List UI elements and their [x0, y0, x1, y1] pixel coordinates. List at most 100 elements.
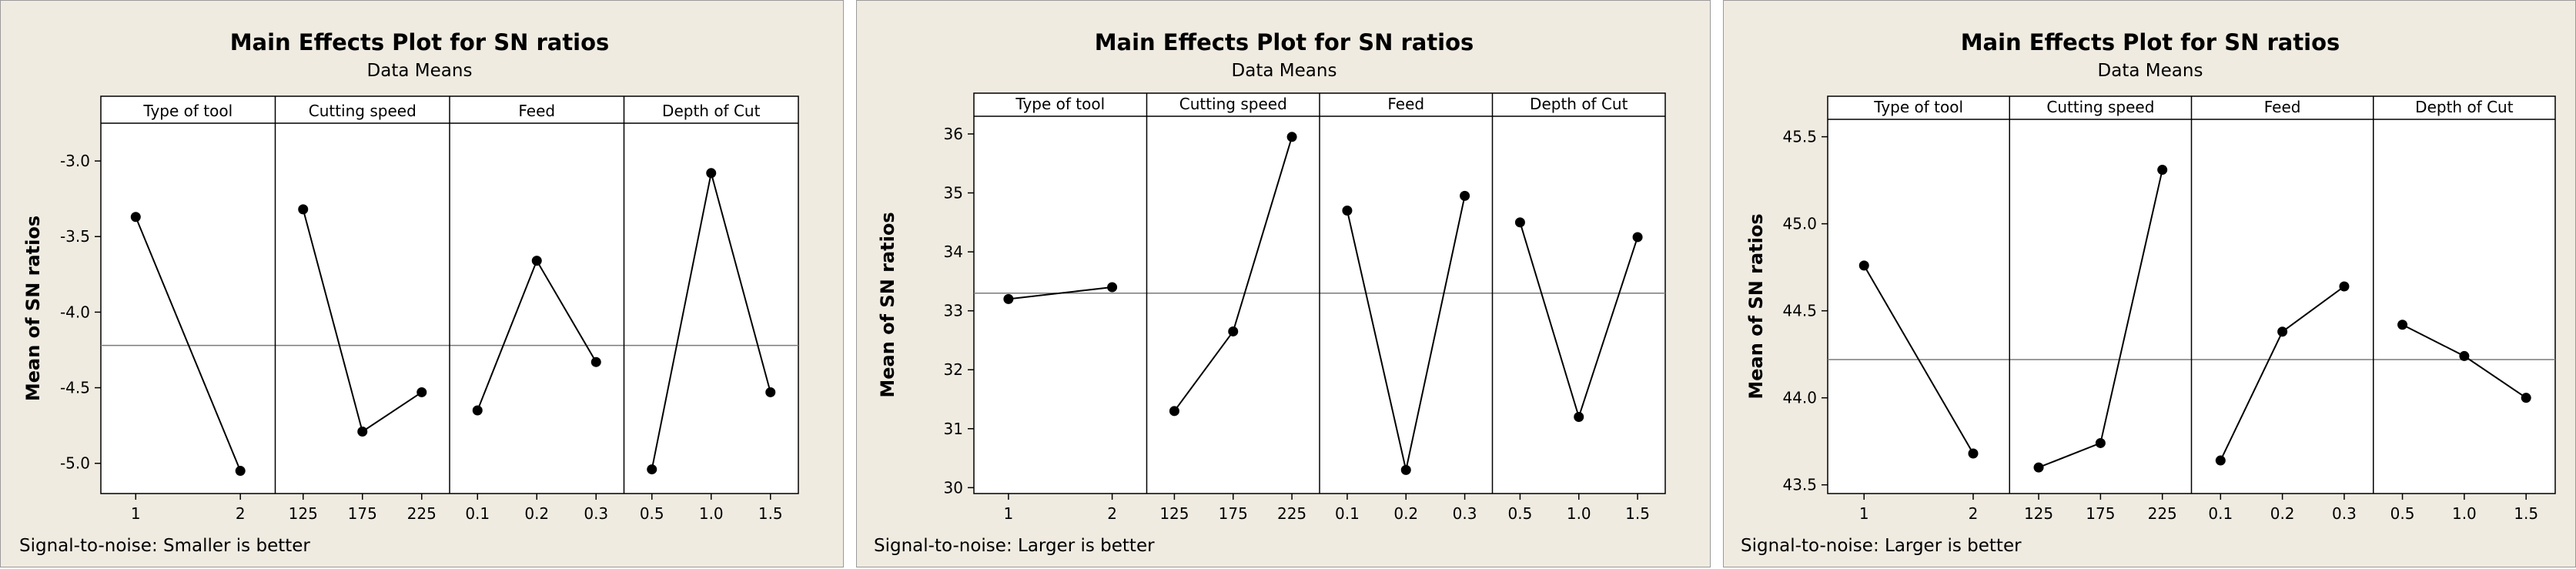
y-tick-label: -5.0: [60, 454, 90, 473]
x-tick-label: 2: [1969, 504, 1979, 523]
y-tick-label: 45.5: [1782, 128, 1817, 146]
x-tick-label: 225: [407, 504, 437, 523]
y-tick-label: 34: [944, 243, 963, 261]
data-point: [417, 387, 427, 397]
y-tick-label: 32: [944, 360, 963, 379]
data-point: [1169, 406, 1179, 417]
data-point: [765, 387, 776, 397]
facet-label: Feed: [1387, 95, 1424, 113]
data-point: [706, 168, 717, 179]
x-tick-label: 0.1: [1335, 504, 1360, 523]
data-point: [2277, 326, 2288, 337]
x-tick-label: 1: [1859, 504, 1869, 523]
x-tick-label: 0.5: [640, 504, 664, 523]
x-tick-label: 1: [131, 504, 141, 523]
x-tick-label: 1.5: [1625, 504, 1650, 523]
x-tick-label: 1.0: [2452, 504, 2477, 523]
data-point: [235, 466, 246, 477]
x-tick-label: 0.5: [2390, 504, 2415, 523]
x-tick-label: 0.2: [2270, 504, 2295, 523]
x-tick-label: 0.2: [1393, 504, 1418, 523]
x-tick-label: 125: [289, 504, 318, 523]
chart-panel-2: Main Effects Plot for SN ratios Data Mean…: [856, 0, 1711, 567]
x-tick-label: 0.3: [2332, 504, 2357, 523]
signal-to-noise-note: Signal-to-noise: Smaller is better: [19, 536, 310, 556]
facet-label: Type of tool: [142, 102, 233, 120]
y-tick-label: -3.0: [60, 152, 90, 170]
data-point: [2521, 393, 2531, 403]
data-point: [2157, 165, 2168, 176]
x-tick-label: 175: [1219, 504, 1248, 523]
y-tick-label: 45.0: [1782, 215, 1817, 233]
x-tick-label: 1.0: [1567, 504, 1591, 523]
x-tick-label: 1: [1004, 504, 1014, 523]
x-tick-label: 225: [2148, 504, 2177, 523]
facet-label: Depth of Cut: [2415, 98, 2514, 116]
effect-line: [1008, 286, 1112, 300]
facet-label: Cutting speed: [309, 102, 417, 120]
facet-label: Cutting speed: [2046, 98, 2154, 116]
y-tick-label: 43.5: [1782, 476, 1817, 494]
facet-label: Cutting speed: [1179, 95, 1287, 113]
chart-panel-3: Main Effects Plot for SN ratios Data Mean…: [1723, 0, 2576, 567]
y-tick-label: -3.5: [60, 227, 90, 246]
x-tick-label: 1.5: [2514, 504, 2538, 523]
chart-subtitle: Data Means: [1232, 61, 1337, 81]
facet-label: Depth of Cut: [1530, 95, 1628, 113]
x-tick-label: 225: [1277, 504, 1306, 523]
y-tick-label: 30: [944, 478, 963, 497]
effect-line: [135, 216, 242, 471]
data-point: [1107, 282, 1118, 293]
data-point: [1228, 326, 1239, 336]
x-tick-label: 0.3: [1453, 504, 1477, 523]
data-point: [647, 464, 657, 475]
chart-title: Main Effects Plot for SN ratios: [1095, 29, 1474, 55]
main-effects-chart-3: Main Effects Plot for SN ratios Data Mean…: [1741, 29, 2556, 556]
data-point: [1514, 217, 1525, 228]
data-point: [1460, 190, 1470, 201]
data-point: [1342, 206, 1353, 216]
facet-label: Type of tool: [1015, 95, 1105, 113]
data-point: [1286, 132, 1297, 142]
data-point: [2397, 320, 2408, 330]
data-point: [472, 405, 483, 416]
y-axis-label: Mean of SN ratios: [877, 212, 898, 397]
y-tick-label: 44.0: [1782, 389, 1817, 407]
main-effects-chart-1: Main Effects Plot for SN ratios Data Mean…: [19, 29, 799, 556]
data-point: [130, 212, 141, 223]
data-point: [1400, 464, 1411, 475]
data-point: [1574, 411, 1584, 422]
facet-label: Type of tool: [1873, 98, 1963, 116]
chart-title: Main Effects Plot for SN ratios: [1961, 29, 2340, 55]
x-tick-label: 0.2: [524, 504, 549, 523]
data-point: [1858, 260, 1869, 271]
data-point: [590, 356, 601, 367]
main-effects-chart-2: Main Effects Plot for SN ratios Data Mean…: [874, 29, 1666, 556]
y-tick-label: 33: [944, 302, 963, 320]
x-tick-label: 1.0: [699, 504, 724, 523]
facet-label: Feed: [2264, 98, 2301, 116]
y-tick-label: 35: [944, 184, 963, 202]
data-point: [531, 256, 542, 266]
chart-title: Main Effects Plot for SN ratios: [230, 29, 610, 55]
y-tick-label: 36: [944, 125, 963, 143]
data-point: [2459, 350, 2470, 361]
x-tick-label: 0.3: [584, 504, 608, 523]
data-point: [298, 204, 309, 215]
data-point: [357, 427, 368, 437]
chart-subtitle: Data Means: [2098, 61, 2203, 81]
data-point: [2339, 281, 2350, 292]
chart-subtitle: Data Means: [367, 61, 473, 81]
x-tick-label: 2: [236, 504, 246, 523]
data-point: [2215, 455, 2226, 466]
x-tick-label: 175: [2086, 504, 2115, 523]
x-tick-label: 0.5: [1508, 504, 1533, 523]
x-tick-label: 0.1: [465, 504, 490, 523]
x-tick-label: 175: [348, 504, 377, 523]
data-point: [2033, 462, 2044, 473]
facet-label: Feed: [518, 102, 555, 120]
y-tick-label: 44.5: [1782, 302, 1817, 320]
x-tick-label: 125: [1159, 504, 1189, 523]
x-tick-label: 2: [1107, 504, 1117, 523]
data-point: [1632, 232, 1643, 243]
